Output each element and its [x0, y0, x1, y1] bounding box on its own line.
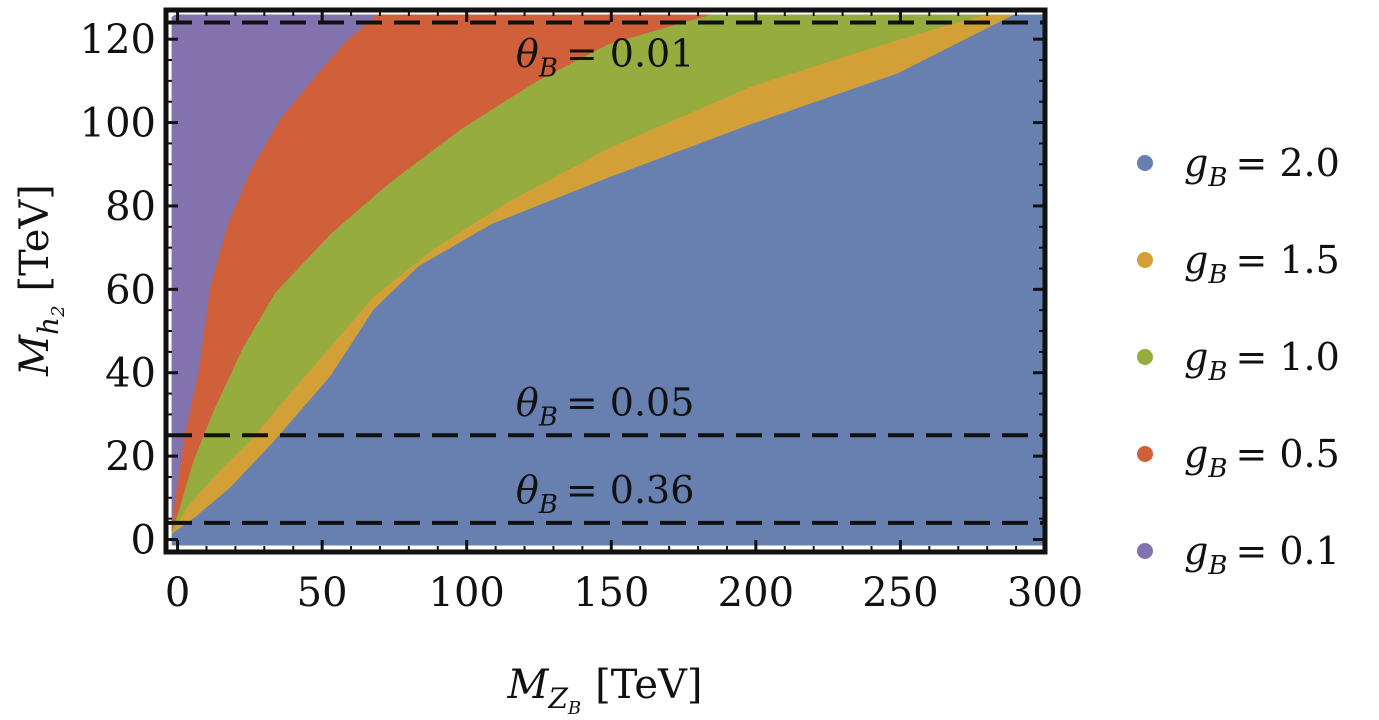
region-g-b-2-0	[169, 14, 1045, 548]
y-tick-label: 120	[80, 17, 156, 63]
legend-label: gB = 1.5	[1184, 238, 1340, 290]
legend-label: gB = 2.0	[1184, 141, 1340, 193]
legend-label: gB = 1.0	[1184, 335, 1340, 387]
region-layer	[166, 10, 1045, 552]
y-tick-label: 20	[105, 434, 156, 480]
axis-titles: MZB[TeV] Mh2[TeV]	[12, 184, 703, 719]
x-tick-label: 200	[718, 570, 794, 616]
legend-label: gB = 0.1	[1184, 529, 1340, 581]
plot-border	[163, 7, 1048, 555]
plot-frame	[163, 7, 1048, 555]
y-axis-title: Mh2[TeV]	[12, 184, 69, 377]
legend-marker	[1137, 349, 1153, 365]
x-tick-label: 150	[573, 570, 649, 616]
region-mask-bottom	[166, 545, 1045, 552]
y-tick-label: 40	[105, 351, 156, 397]
y-tick-label: 100	[80, 101, 156, 147]
y-tick-label: 0	[131, 517, 156, 563]
x-tick-label: 0	[165, 570, 190, 616]
legend: gB = 2.0 gB = 1.5 gB = 1.0 gB = 0.5 gB = 0.1	[1137, 141, 1340, 581]
legend-marker	[1137, 155, 1153, 171]
reference-label-0: θB = 0.01	[516, 32, 695, 84]
region-mask-left	[166, 10, 172, 552]
legend-marker	[1137, 252, 1153, 268]
reference-lines	[166, 20, 1045, 525]
x-tick-label: 300	[1007, 570, 1083, 616]
x-tick-label: 100	[429, 570, 505, 616]
legend-marker	[1137, 543, 1153, 559]
x-tick-label: 250	[862, 570, 938, 616]
axis-ticks: 0 50 100 150 200 250 300 0 20 40 60 80 100 120	[80, 10, 1083, 616]
y-tick-label: 80	[105, 184, 156, 230]
annotations: θB = 0.01 θB = 0.05 θB = 0.36	[516, 32, 695, 520]
reference-label-2: θB = 0.36	[516, 468, 695, 520]
legend-label: gB = 0.5	[1184, 432, 1340, 484]
y-tick-label: 60	[105, 267, 156, 313]
y-axis-title-group: Mh2[TeV]	[12, 184, 69, 377]
reference-label-1: θB = 0.05	[516, 380, 695, 432]
x-axis-title: MZB[TeV]	[506, 662, 702, 719]
legend-marker	[1137, 446, 1153, 462]
x-tick-label: 50	[297, 570, 348, 616]
